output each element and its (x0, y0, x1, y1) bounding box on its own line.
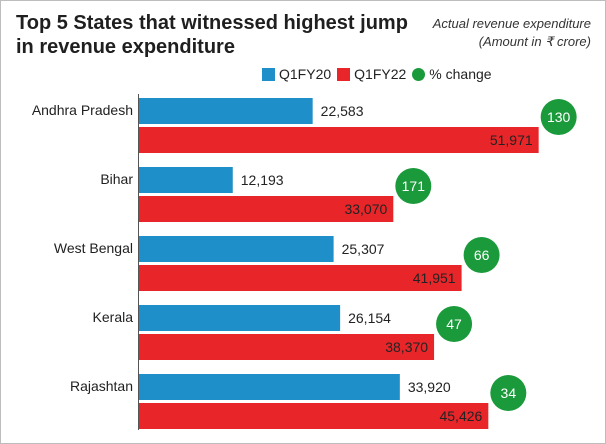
legend-swatch-q1fy22 (337, 67, 351, 81)
pct-change-value-kerala: 47 (446, 316, 462, 332)
subtitle-line-2: (Amount in ₹ crore) (478, 34, 591, 49)
category-label-west-bengal: West Bengal (54, 240, 133, 256)
bar-q1fy20-rajashtan (139, 374, 400, 400)
chart-legend: Q1FY20 Q1FY22 % change (262, 65, 492, 83)
chart-subtitle: Actual revenue expenditure (Amount in ₹ … (391, 15, 591, 51)
legend-label-q1fy20: Q1FY20 (279, 66, 332, 82)
category-label-bihar: Bihar (100, 171, 133, 187)
pct-change-value-andhra-pradesh: 130 (547, 109, 571, 125)
bar-q1fy20-bihar (139, 167, 233, 193)
value-label-q1fy22-andhra-pradesh: 51,971 (490, 132, 533, 148)
value-label-q1fy20-bihar: 12,193 (241, 172, 284, 188)
legend-swatch-pct-change (412, 67, 426, 81)
value-label-q1fy22-kerala: 38,370 (385, 339, 428, 355)
pct-change-badge-west-bengal (463, 237, 500, 273)
pct-change-value-rajashtan: 34 (501, 385, 517, 401)
legend-label-q1fy22: Q1FY22 (354, 66, 407, 82)
pct-change-badge-kerala (436, 306, 473, 342)
legend-label-pct-change: % change (429, 66, 492, 82)
category-label-rajashtan: Rajashtan (70, 378, 133, 394)
value-label-q1fy22-bihar: 33,070 (344, 201, 387, 217)
value-label-q1fy20-kerala: 26,154 (348, 310, 391, 326)
bar-q1fy22-andhra-pradesh (139, 127, 539, 153)
bar-q1fy22-bihar (139, 196, 394, 222)
pct-change-badge-rajashtan (490, 375, 527, 411)
legend-item-q1fy22: Q1FY22 (337, 66, 406, 82)
value-label-q1fy22-rajashtan: 45,426 (439, 408, 482, 424)
category-label-andhra-pradesh: Andhra Pradesh (32, 102, 133, 118)
subtitle-line-1: Actual revenue expenditure (432, 16, 591, 31)
bar-q1fy20-west-bengal (139, 236, 334, 262)
legend-item-pct-change: % change (412, 66, 492, 82)
pct-change-badge-andhra-pradesh (540, 99, 577, 135)
pct-change-value-bihar: 171 (402, 178, 426, 194)
pct-change-badge-bihar (395, 168, 432, 204)
value-label-q1fy20-andhra-pradesh: 22,583 (321, 103, 364, 119)
legend-swatch-q1fy20 (262, 67, 275, 81)
pct-change-value-west-bengal: 66 (474, 247, 490, 263)
category-label-kerala: Kerala (93, 309, 134, 325)
bar-q1fy22-west-bengal (139, 265, 462, 291)
chart-title: Top 5 States that witnessed highest jump… (16, 12, 408, 58)
bar-q1fy22-rajashtan (139, 403, 489, 429)
value-label-q1fy22-west-bengal: 41,951 (413, 270, 456, 286)
bar-q1fy20-kerala (139, 305, 341, 331)
legend-item-q1fy20: Q1FY20 (262, 66, 331, 82)
value-label-q1fy20-west-bengal: 25,307 (342, 241, 385, 257)
bar-q1fy22-kerala (139, 334, 435, 360)
bar-q1fy20-andhra-pradesh (139, 98, 313, 124)
value-label-q1fy20-rajashtan: 33,920 (408, 379, 451, 395)
